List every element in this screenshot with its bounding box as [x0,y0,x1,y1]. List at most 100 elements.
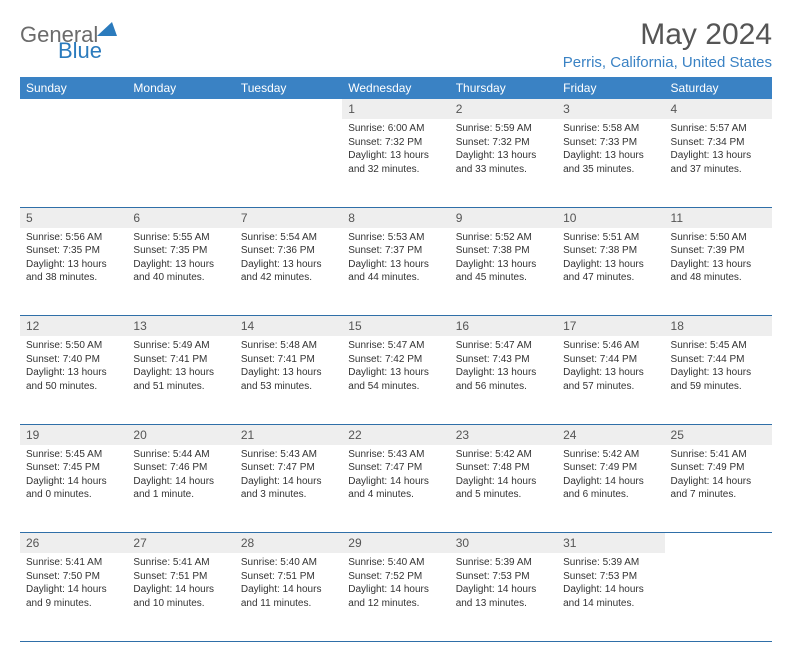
daylight-text-2: and 48 minutes. [671,271,766,285]
sunrise-text: Sunrise: 5:43 AM [348,448,443,462]
day-detail: Sunrise: 5:43 AMSunset: 7:47 PMDaylight:… [342,445,449,508]
day-detail: Sunrise: 5:58 AMSunset: 7:33 PMDaylight:… [557,119,664,182]
week-row: Sunrise: 6:00 AMSunset: 7:32 PMDaylight:… [20,119,772,207]
day-cell: Sunrise: 5:45 AMSunset: 7:44 PMDaylight:… [665,336,772,424]
month-title: May 2024 [563,18,772,52]
day-cell: Sunrise: 5:39 AMSunset: 7:53 PMDaylight:… [557,553,664,641]
day-cell: Sunrise: 5:47 AMSunset: 7:43 PMDaylight:… [450,336,557,424]
day-number: 21 [235,424,342,445]
daylight-text: Daylight: 13 hours [563,258,658,272]
day-number: 29 [342,533,449,554]
day-cell [127,119,234,207]
daylight-text: Daylight: 14 hours [456,583,551,597]
daylight-text: Daylight: 13 hours [456,258,551,272]
sunset-text: Sunset: 7:49 PM [563,461,658,475]
day-detail: Sunrise: 5:41 AMSunset: 7:50 PMDaylight:… [20,553,127,616]
day-detail: Sunrise: 5:45 AMSunset: 7:45 PMDaylight:… [20,445,127,508]
week-row: Sunrise: 5:50 AMSunset: 7:40 PMDaylight:… [20,336,772,424]
day-number: 19 [20,424,127,445]
day-number: 11 [665,207,772,228]
sunrise-text: Sunrise: 5:40 AM [241,556,336,570]
sunset-text: Sunset: 7:47 PM [348,461,443,475]
daylight-text: Daylight: 13 hours [671,258,766,272]
daylight-text-2: and 0 minutes. [26,488,121,502]
day-cell [20,119,127,207]
day-detail: Sunrise: 5:44 AMSunset: 7:46 PMDaylight:… [127,445,234,508]
daylight-text: Daylight: 14 hours [241,475,336,489]
day-number: 17 [557,316,664,337]
sunset-text: Sunset: 7:43 PM [456,353,551,367]
day-cell: Sunrise: 5:43 AMSunset: 7:47 PMDaylight:… [235,445,342,533]
day-cell: Sunrise: 5:40 AMSunset: 7:52 PMDaylight:… [342,553,449,641]
day-detail: Sunrise: 5:52 AMSunset: 7:38 PMDaylight:… [450,228,557,291]
daylight-text: Daylight: 14 hours [348,583,443,597]
sunrise-text: Sunrise: 5:56 AM [26,231,121,245]
daylight-text-2: and 45 minutes. [456,271,551,285]
daylight-text: Daylight: 14 hours [456,475,551,489]
sunrise-text: Sunrise: 5:57 AM [671,122,766,136]
daylight-text: Daylight: 13 hours [348,366,443,380]
day-number-row: 12131415161718 [20,316,772,337]
day-number-row: 262728293031 [20,533,772,554]
week-row: Sunrise: 5:56 AMSunset: 7:35 PMDaylight:… [20,228,772,316]
daylight-text-2: and 40 minutes. [133,271,228,285]
day-number: 24 [557,424,664,445]
daylight-text: Daylight: 14 hours [563,475,658,489]
weekday-header: Friday [557,77,664,99]
weekday-header: Monday [127,77,234,99]
week-row: Sunrise: 5:45 AMSunset: 7:45 PMDaylight:… [20,445,772,533]
day-detail: Sunrise: 5:56 AMSunset: 7:35 PMDaylight:… [20,228,127,291]
day-number-row: 19202122232425 [20,424,772,445]
day-cell: Sunrise: 5:41 AMSunset: 7:50 PMDaylight:… [20,553,127,641]
sunrise-text: Sunrise: 5:58 AM [563,122,658,136]
calendar-table: Sunday Monday Tuesday Wednesday Thursday… [20,77,772,642]
daylight-text-2: and 5 minutes. [456,488,551,502]
daylight-text: Daylight: 13 hours [348,149,443,163]
daylight-text-2: and 53 minutes. [241,380,336,394]
day-detail: Sunrise: 6:00 AMSunset: 7:32 PMDaylight:… [342,119,449,182]
sunrise-text: Sunrise: 5:47 AM [456,339,551,353]
day-number: 28 [235,533,342,554]
weekday-header-row: Sunday Monday Tuesday Wednesday Thursday… [20,77,772,99]
day-cell: Sunrise: 5:41 AMSunset: 7:49 PMDaylight:… [665,445,772,533]
day-number: 5 [20,207,127,228]
daylight-text: Daylight: 13 hours [241,258,336,272]
daylight-text: Daylight: 13 hours [133,258,228,272]
day-detail: Sunrise: 5:42 AMSunset: 7:48 PMDaylight:… [450,445,557,508]
sunrise-text: Sunrise: 5:53 AM [348,231,443,245]
daylight-text-2: and 35 minutes. [563,163,658,177]
sunset-text: Sunset: 7:32 PM [456,136,551,150]
sunrise-text: Sunrise: 6:00 AM [348,122,443,136]
sunset-text: Sunset: 7:32 PM [348,136,443,150]
day-number-row: 1234 [20,99,772,119]
day-cell: Sunrise: 5:40 AMSunset: 7:51 PMDaylight:… [235,553,342,641]
sunrise-text: Sunrise: 5:55 AM [133,231,228,245]
sunset-text: Sunset: 7:45 PM [26,461,121,475]
day-cell: Sunrise: 5:50 AMSunset: 7:40 PMDaylight:… [20,336,127,424]
day-cell: Sunrise: 5:43 AMSunset: 7:47 PMDaylight:… [342,445,449,533]
day-detail: Sunrise: 5:57 AMSunset: 7:34 PMDaylight:… [665,119,772,182]
daylight-text: Daylight: 14 hours [133,583,228,597]
sunrise-text: Sunrise: 5:46 AM [563,339,658,353]
weekday-header: Sunday [20,77,127,99]
day-number: 8 [342,207,449,228]
weekday-header: Thursday [450,77,557,99]
day-detail: Sunrise: 5:50 AMSunset: 7:39 PMDaylight:… [665,228,772,291]
day-detail: Sunrise: 5:40 AMSunset: 7:51 PMDaylight:… [235,553,342,616]
sunset-text: Sunset: 7:39 PM [671,244,766,258]
daylight-text-2: and 57 minutes. [563,380,658,394]
sunset-text: Sunset: 7:35 PM [133,244,228,258]
calendar-page: GeneralBlue May 2024 Perris, California,… [0,0,792,660]
daylight-text-2: and 13 minutes. [456,597,551,611]
day-number: 23 [450,424,557,445]
sunrise-text: Sunrise: 5:45 AM [671,339,766,353]
sunrise-text: Sunrise: 5:41 AM [133,556,228,570]
daylight-text-2: and 4 minutes. [348,488,443,502]
daylight-text: Daylight: 13 hours [348,258,443,272]
daylight-text: Daylight: 13 hours [133,366,228,380]
day-number [665,533,772,554]
daylight-text-2: and 54 minutes. [348,380,443,394]
daylight-text: Daylight: 14 hours [26,583,121,597]
day-detail: Sunrise: 5:40 AMSunset: 7:52 PMDaylight:… [342,553,449,616]
day-number: 10 [557,207,664,228]
